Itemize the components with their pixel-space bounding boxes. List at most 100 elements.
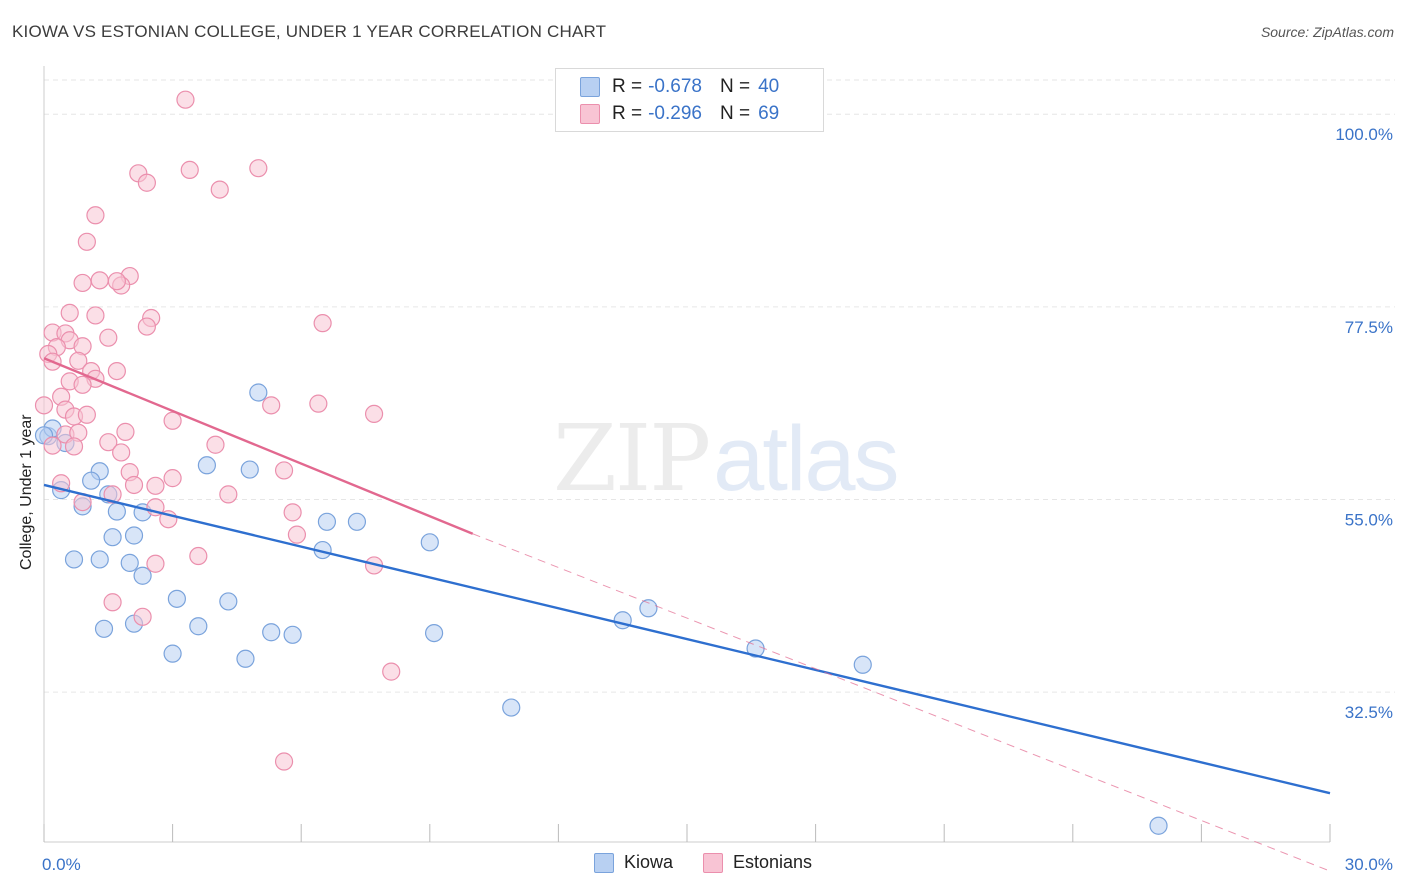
kiowa-point [853,655,872,674]
kiowa-point [283,625,302,644]
estonian-point [137,173,156,192]
estonian-point [69,351,88,370]
estonian-point [274,752,294,771]
kiowa-point [1149,816,1168,835]
watermark-atlas: atlas [713,408,899,510]
kiowa-point [124,526,144,545]
estonian-point [73,375,92,394]
estonian-point [107,362,126,381]
estonian-point [309,394,328,413]
kiowa-point [163,644,182,663]
estonian-point [219,485,238,504]
kiowa-r-value: -0.678 [648,76,702,97]
estonian-point [210,180,229,199]
kiowa-points [34,383,1168,835]
kiowa-point [82,471,101,490]
legend-row-estonians: R = -0.296 N = 69 [580,102,779,126]
estonian-point [163,469,182,488]
estonians-r-label: R = [612,103,643,124]
estonian-point [262,396,281,415]
kiowa-point [189,617,208,636]
kiowa-point [249,383,268,402]
kiowa-point [262,623,281,642]
kiowa-point [197,456,216,475]
kiowa-point [103,528,122,547]
kiowa-point [502,698,521,717]
y-axis-label: College, Under 1 year [18,414,35,570]
estonian-point [364,404,384,424]
estonian-point [287,525,307,544]
estonian-point [86,306,105,325]
estonian-trend-extension [472,533,1331,872]
correlation-legend: R = -0.678 N = 40 R = -0.296 N = 69 [555,68,824,132]
kiowa-legend-swatch [593,852,614,873]
estonians-legend-swatch [702,852,723,873]
series-legend-estonians[interactable]: Estonians [702,852,813,873]
estonian-point [60,303,79,322]
estonian-point [180,160,199,179]
estonian-point [77,232,96,251]
kiowa-point [167,589,186,608]
series-legend: Kiowa Estonians [0,852,1406,873]
estonian-points [34,90,401,771]
estonian-point [116,422,135,441]
kiowa-point [347,512,367,531]
kiowa-point [219,592,238,611]
kiowa-point [107,502,126,521]
estonian-point [99,433,118,452]
estonian-point [124,475,144,495]
series-legend-kiowa[interactable]: Kiowa [593,852,673,873]
kiowa-point [120,553,139,572]
estonian-point [249,159,268,178]
kiowa-point [240,460,259,479]
kiowa-swatch [580,77,600,97]
estonian-point [163,411,182,430]
estonian-point [189,546,208,566]
estonian-point [103,485,122,504]
legend-row-kiowa: R = -0.678 N = 40 [580,75,779,99]
kiowa-point [420,533,439,552]
y-tick-label: 100.0% [1335,125,1393,144]
estonian-point [107,272,126,291]
estonian-point [313,314,332,333]
kiowa-point [639,599,658,618]
kiowa-point [424,623,444,643]
estonians-swatch [580,104,600,124]
estonian-point [73,273,92,293]
kiowa-point [317,512,337,531]
kiowa-point [94,619,114,638]
estonian-point [146,554,165,573]
estonian-point [34,396,54,415]
kiowa-n-value: 40 [758,76,780,97]
estonian-point [137,317,156,336]
estonian-point [146,476,165,495]
x-tick-label: 30.0% [1345,855,1393,874]
kiowa-trend-line [43,483,1331,795]
estonian-trend-line [43,357,474,535]
estonian-point [86,206,105,225]
estonian-point [103,593,122,612]
estonian-point [176,90,195,109]
estonian-point [64,437,84,456]
kiowa-point [64,550,84,569]
kiowa-point [236,649,255,668]
estonians-legend-label: Estonians [732,852,813,872]
estonian-point [99,328,118,347]
estonians-n-value: 69 [758,103,780,124]
x-tick-label: 0.0% [42,855,81,874]
y-tick-label: 32.5% [1345,703,1393,722]
estonian-point [206,435,225,454]
kiowa-r-label: R = [612,76,643,97]
kiowa-point [90,550,109,569]
source-credit: Source: ZipAtlas.com [1260,24,1394,40]
chart-title: KIOWA VS ESTONIAN COLLEGE, UNDER 1 YEAR … [12,22,607,41]
estonian-point [283,503,302,522]
watermark-zip: ZIP [553,405,711,512]
estonian-point [274,461,294,480]
estonian-point [77,405,96,424]
estonians-n-label: N = [719,103,751,124]
y-tick-label: 77.5% [1345,318,1393,337]
kiowa-point [133,566,152,585]
watermark: ZIPatlas [553,405,900,512]
